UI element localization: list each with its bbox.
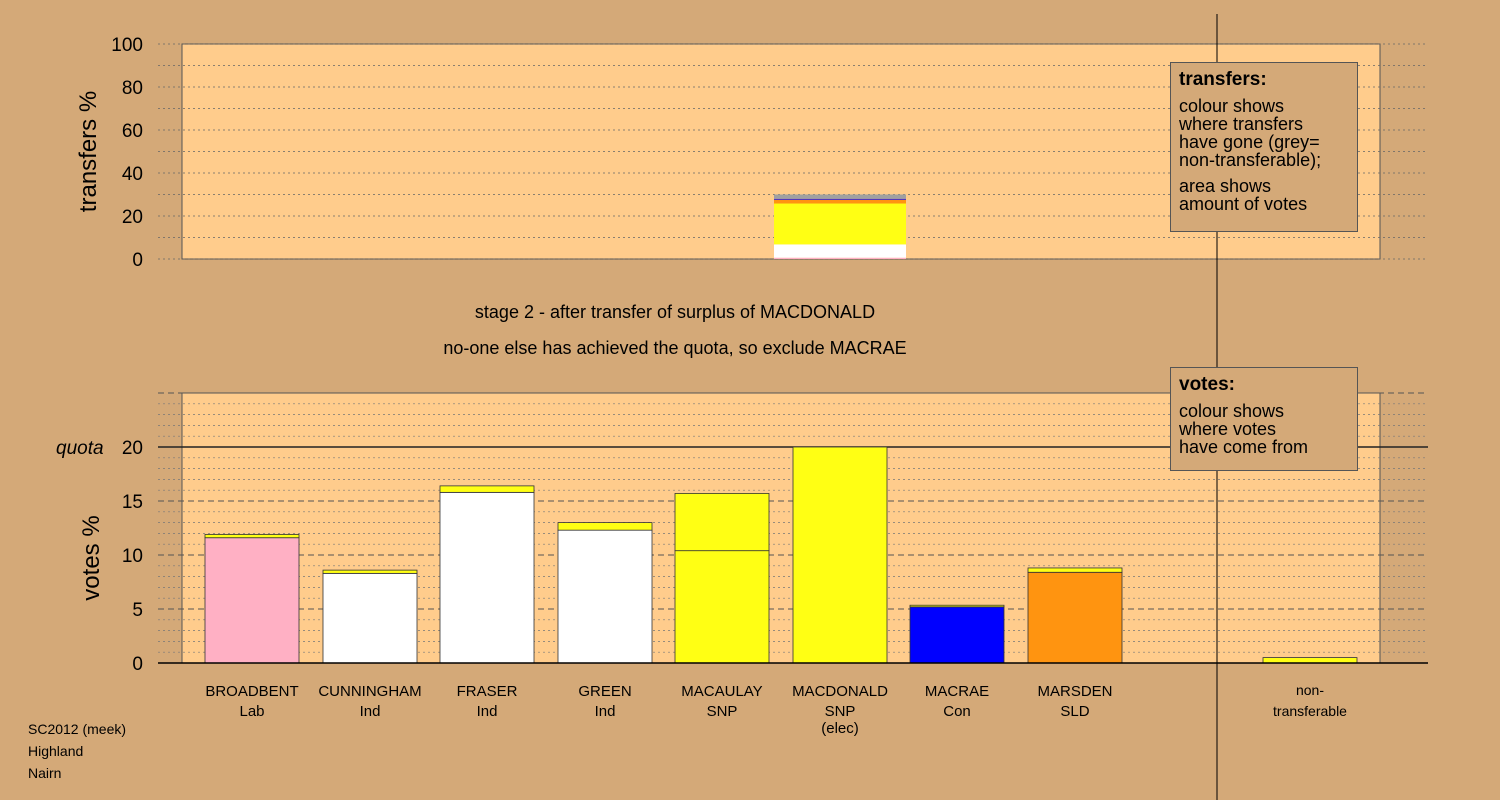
candidate-name: MACAULAY — [681, 683, 762, 700]
vote-bar-segment — [1027, 567, 1123, 573]
candidate-status: (elec) — [821, 720, 859, 737]
quota-label: quota — [56, 438, 104, 459]
votes-legend-title: votes: — [1179, 374, 1235, 395]
stage-description: stage 2 - after transfer of surplus of M… — [474, 302, 876, 322]
vote-bar-segment — [909, 606, 1005, 664]
transfer-segment — [774, 203, 906, 245]
vote-bar-segment — [557, 522, 653, 531]
transfer-segment — [774, 199, 906, 204]
votes-legend-line: colour shows — [1179, 401, 1285, 421]
votes-legend-line: where votes — [1179, 419, 1277, 439]
vote-bar-segment — [204, 537, 300, 664]
nontransferable-label: transferable — [1273, 703, 1347, 719]
candidate-party: SLD — [1060, 703, 1089, 720]
transfers-legend-line: non-transferable); — [1179, 150, 1322, 170]
transfers-legend: transfers: colour shows where transfers … — [1170, 62, 1358, 232]
candidate-name: MARSDEN — [1037, 683, 1112, 700]
vote-bar-segment — [439, 485, 535, 493]
transfers-legend-line: where transfers — [1179, 114, 1304, 134]
votes-legend-line: have come from — [1179, 437, 1309, 457]
candidate-party: Lab — [239, 703, 264, 720]
candidate-party: SNP — [707, 703, 738, 720]
votes-tick-label: 20 — [122, 438, 143, 459]
candidate-name: MACRAE — [925, 683, 989, 700]
transfers-tick-label: 20 — [122, 207, 143, 228]
candidate-name: MACDONALD — [792, 683, 888, 700]
transfer-segment — [774, 198, 906, 200]
vote-bar-segment — [674, 493, 770, 552]
votes-tick-label: 0 — [132, 654, 143, 675]
candidate-party: SNP — [825, 703, 856, 720]
vote-bar-segment — [322, 569, 418, 574]
stage-decision: no-one else has achieved the quota, so e… — [443, 338, 907, 358]
vote-bar-segment — [557, 529, 653, 664]
transfers-legend-title: transfers: — [1179, 69, 1267, 90]
vote-bar-segment — [909, 604, 1005, 608]
footer-ward: Nairn — [28, 765, 62, 781]
candidate-name: BROADBENT — [205, 683, 298, 700]
transfers-legend-line: colour shows — [1179, 96, 1285, 116]
transfers-legend-line: amount of votes — [1179, 194, 1308, 214]
vote-bar-segment — [204, 534, 300, 539]
vote-bar-segment — [792, 446, 888, 664]
transfers-tick-label: 100 — [111, 35, 143, 56]
nontransferable-label: non- — [1296, 682, 1324, 698]
transfers-tick-label: 40 — [122, 164, 143, 185]
transfers-legend-line: area shows — [1179, 176, 1272, 196]
candidate-party: Con — [943, 703, 971, 720]
vote-bar-segment — [439, 491, 535, 664]
transfer-segment — [774, 257, 906, 259]
footer-election: SC2012 (meek) — [28, 721, 127, 737]
vote-bar-segment — [1027, 571, 1123, 664]
candidate-name: GREEN — [578, 683, 631, 700]
candidate-party: Ind — [477, 703, 498, 720]
transfers-legend-line: have gone (grey= — [1179, 132, 1320, 152]
transfers-axis-label: transfers % — [75, 91, 102, 212]
transfer-segment — [774, 194, 906, 199]
votes-tick-label: 15 — [122, 492, 143, 513]
transfers-tick-label: 60 — [122, 121, 143, 142]
footer-region: Highland — [28, 743, 84, 759]
vote-bar-segment — [674, 550, 770, 664]
vote-bar-segment — [322, 572, 418, 664]
transfer-segment — [774, 244, 906, 258]
candidate-name: CUNNINGHAM — [318, 683, 421, 700]
votes-axis-label: votes % — [78, 515, 105, 600]
votes-tick-label: 10 — [122, 546, 143, 567]
transfers-tick-label: 80 — [122, 78, 143, 99]
votes-tick-label: 5 — [132, 600, 143, 621]
transfers-tick-label: 0 — [132, 250, 143, 271]
votes-legend: votes: colour shows where votes have com… — [1170, 367, 1358, 471]
candidate-party: Ind — [360, 703, 381, 720]
candidate-party: Ind — [595, 703, 616, 720]
nontransferable-bar — [1262, 657, 1358, 664]
candidate-name: FRASER — [457, 683, 518, 700]
